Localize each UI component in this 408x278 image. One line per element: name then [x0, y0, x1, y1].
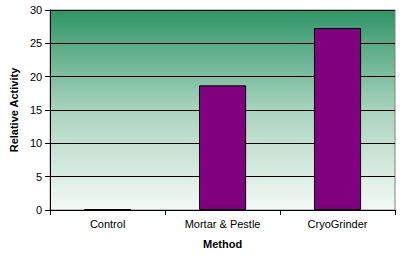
- svg-text:25: 25: [30, 37, 42, 49]
- svg-text:Relative Activity: Relative Activity: [8, 67, 20, 152]
- svg-text:Control: Control: [90, 218, 125, 230]
- svg-text:Method: Method: [203, 238, 242, 250]
- svg-text:0: 0: [36, 204, 42, 216]
- svg-text:30: 30: [30, 4, 42, 16]
- svg-text:15: 15: [30, 104, 42, 116]
- svg-text:5: 5: [36, 171, 42, 183]
- svg-text:CryoGrinder: CryoGrinder: [308, 218, 368, 230]
- svg-text:Mortar & Pestle: Mortar & Pestle: [185, 218, 261, 230]
- svg-text:20: 20: [30, 71, 42, 83]
- svg-text:10: 10: [30, 137, 42, 149]
